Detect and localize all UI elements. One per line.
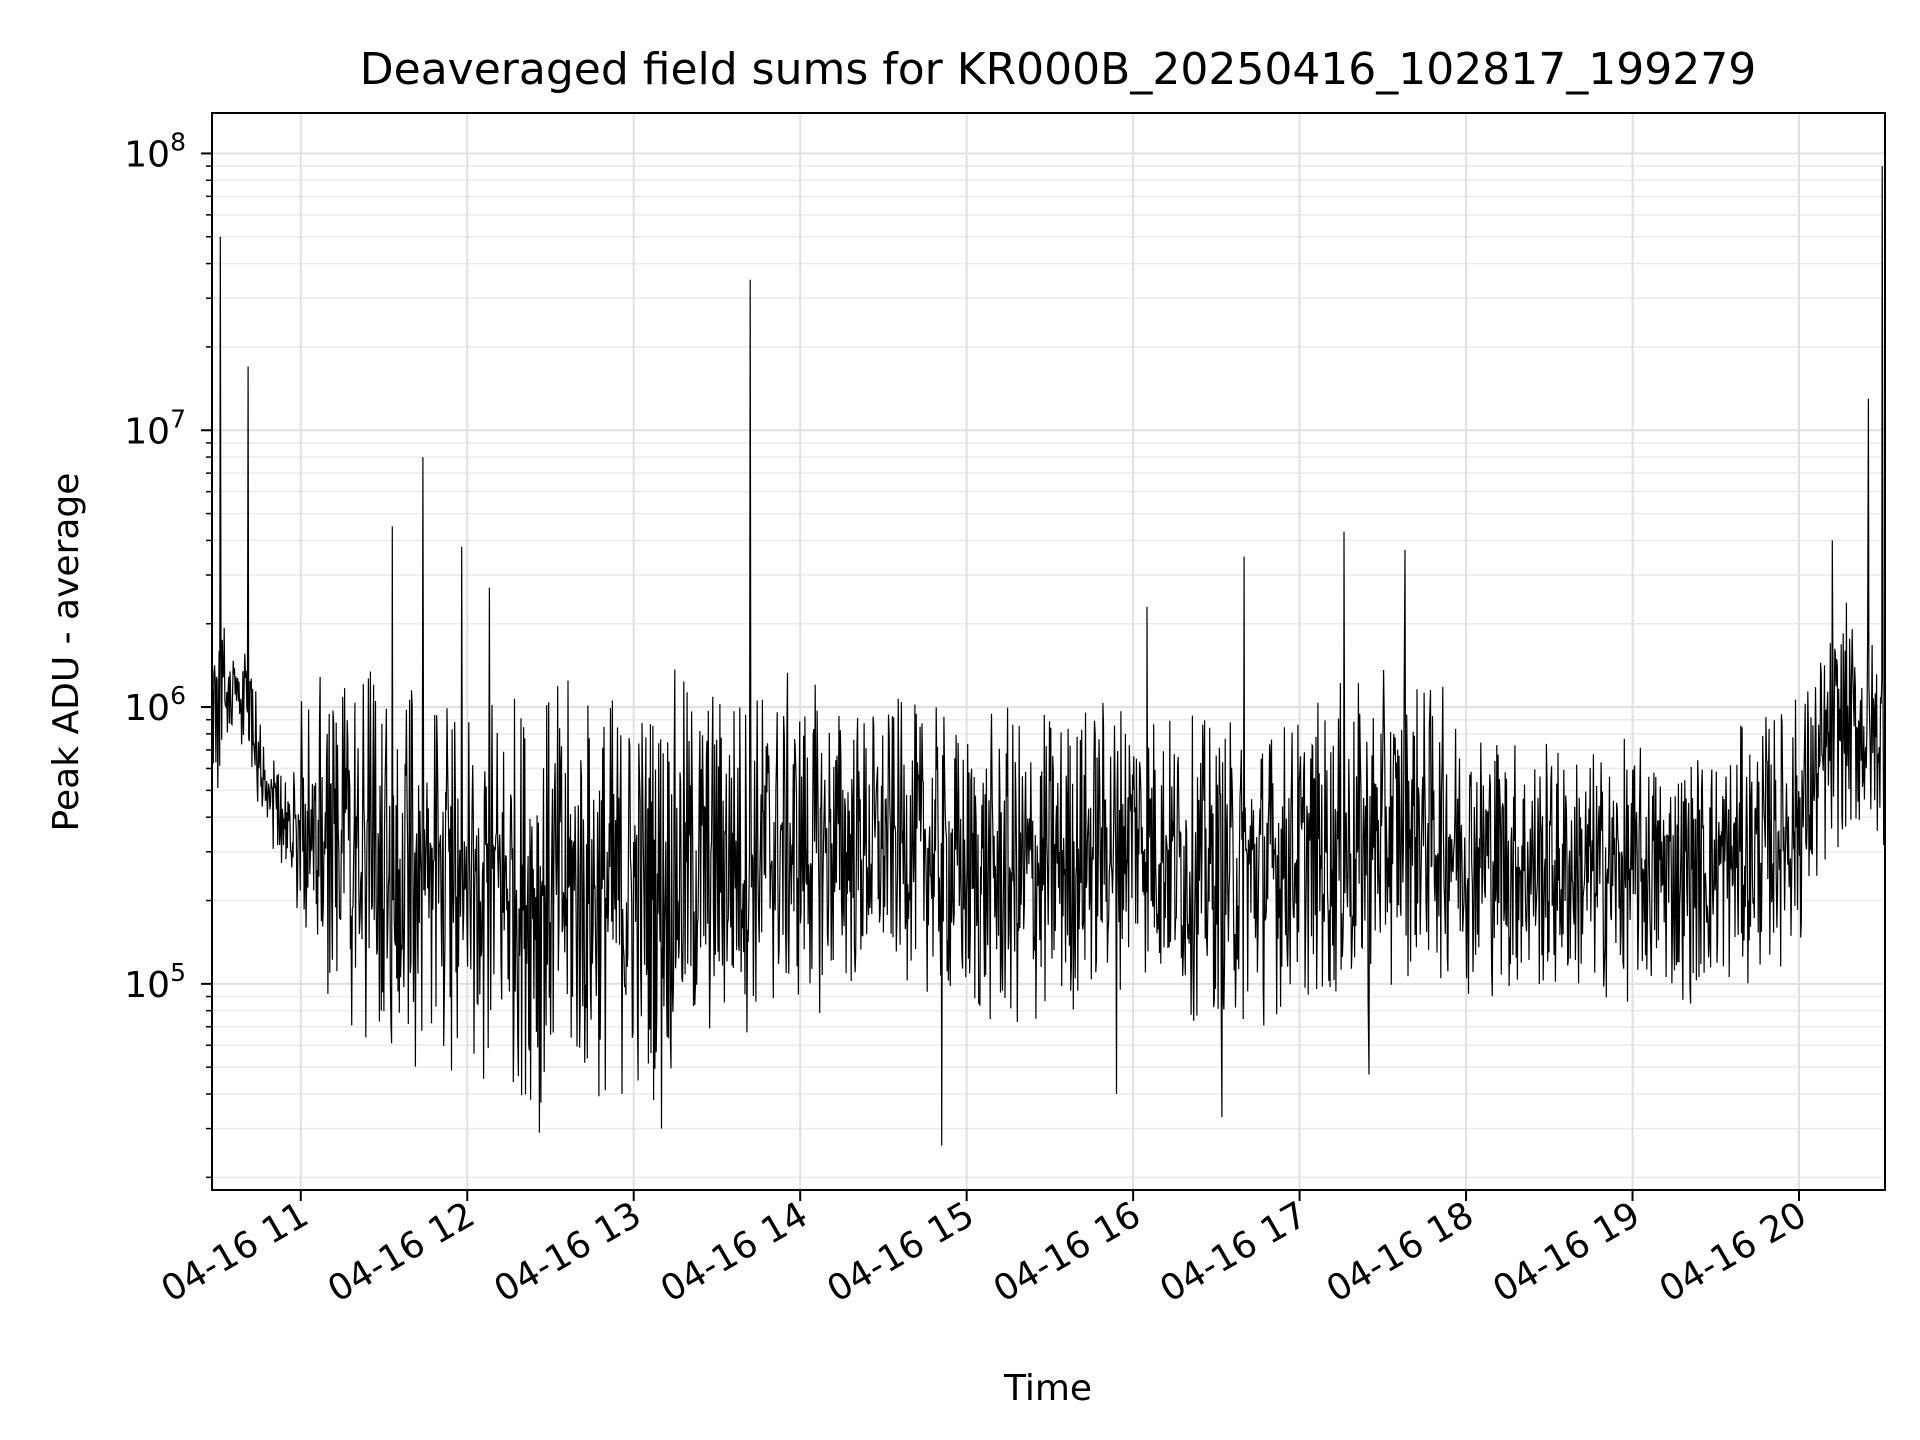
y-axis-label: Peak ADU - average	[46, 473, 87, 832]
chart-title: Deaveraged field sums for KR000B_2025041…	[360, 44, 1756, 95]
x-axis-label: Time	[1003, 1368, 1092, 1409]
y-tick-label: 106	[124, 681, 186, 729]
y-tick-label: 108	[124, 127, 186, 175]
series-line	[211, 166, 1886, 1146]
y-axis-ticks: 105 106 107 108	[124, 127, 212, 1179]
plot-frame	[211, 112, 1886, 1191]
y-tick-label: 107	[124, 404, 186, 452]
series	[211, 166, 1886, 1146]
y-tick-label: 105	[124, 958, 186, 1006]
